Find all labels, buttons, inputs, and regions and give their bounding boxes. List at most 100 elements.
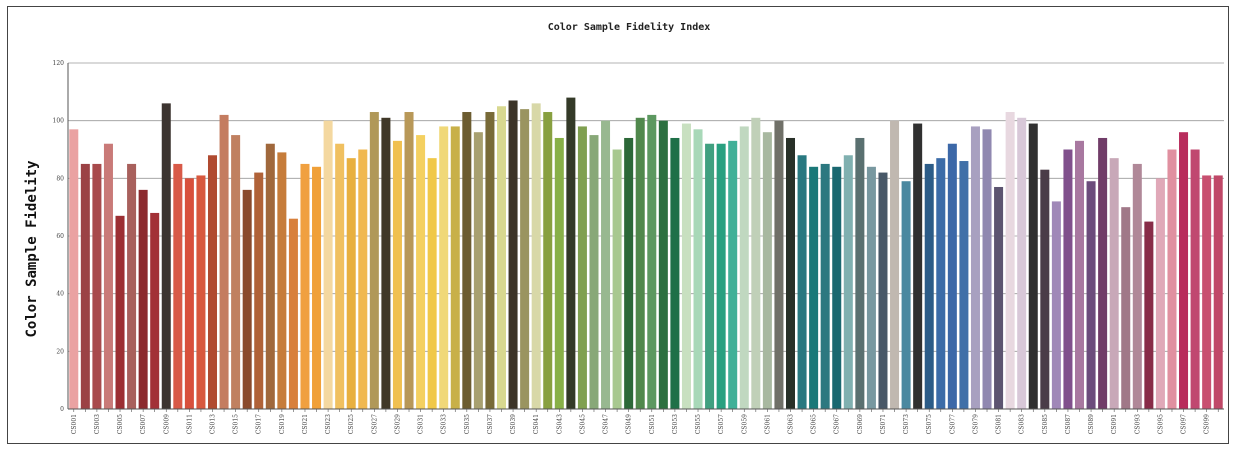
x-tick-label: CS053 [672, 414, 679, 434]
x-tick-label: CS011 [186, 414, 193, 434]
bar [103, 143, 113, 409]
bar [970, 126, 980, 409]
bar [369, 112, 379, 410]
bar [913, 123, 923, 410]
bar [959, 161, 969, 409]
y-tick-label: 20 [56, 348, 64, 355]
bar [1144, 221, 1154, 409]
bar [1098, 137, 1108, 409]
x-tick-label: CS077 [949, 414, 956, 434]
x-tick-label: CS081 [996, 414, 1003, 434]
chart-title: Color Sample Fidelity Index [548, 21, 711, 33]
bar [485, 112, 495, 410]
bar [207, 155, 218, 409]
bar [901, 181, 911, 409]
bar [1109, 158, 1119, 409]
x-tick-label: CS027 [371, 414, 378, 434]
bar [196, 175, 206, 409]
x-tick-label: CS099 [1204, 414, 1211, 434]
x-tick-label: CS069 [857, 414, 864, 434]
bar [624, 137, 634, 409]
bar [416, 135, 426, 410]
bar [785, 137, 796, 409]
bar [1005, 112, 1015, 410]
bar [601, 120, 611, 410]
bar [1040, 169, 1050, 409]
x-tick-label: CS085 [1042, 414, 1049, 434]
bar [739, 126, 749, 409]
bar [832, 166, 842, 409]
bar [1074, 140, 1085, 409]
bar [716, 143, 726, 409]
bar [161, 103, 171, 409]
x-tick-label: CS057 [718, 414, 725, 434]
x-tick-label: CS035 [464, 414, 471, 434]
x-tick-label: CS063 [788, 414, 795, 434]
bar [1051, 201, 1061, 409]
x-tick-label: CS031 [418, 414, 425, 434]
x-tick-label: CS071 [880, 414, 887, 434]
x-tick-label: CS023 [325, 414, 332, 434]
bar [115, 215, 125, 409]
x-tick-label: CS015 [233, 414, 240, 434]
bar [924, 163, 934, 409]
bar [728, 140, 738, 409]
bar [866, 166, 876, 409]
x-tick-label: CS073 [903, 414, 910, 434]
x-tick-label: CS019 [279, 414, 286, 434]
bar [1063, 149, 1073, 409]
x-tick-label: CS039 [510, 414, 517, 434]
bar [1179, 132, 1189, 409]
bar [762, 132, 772, 409]
bar [751, 117, 761, 410]
bar [1132, 163, 1142, 409]
bar [381, 117, 391, 410]
bar [1167, 149, 1177, 409]
x-tick-label: CS001 [71, 414, 78, 434]
x-tick-label: CS091 [1111, 414, 1118, 434]
x-tick-label: CS005 [117, 414, 124, 434]
bar [612, 149, 622, 409]
bar [705, 143, 715, 409]
bar [936, 158, 946, 409]
bar [878, 172, 888, 409]
bar [809, 166, 819, 409]
bar [335, 143, 345, 409]
x-tick-label: CS075 [926, 414, 933, 434]
bar [843, 155, 853, 409]
x-tick-label: CS041 [533, 414, 540, 434]
bar [508, 100, 518, 409]
bar [173, 163, 183, 409]
bar [566, 97, 576, 409]
bar [358, 149, 368, 409]
x-tick-label: CS045 [579, 414, 586, 434]
bar [994, 186, 1004, 409]
bar [855, 137, 865, 409]
x-tick-label: CS029 [394, 414, 401, 434]
x-tick-label: CS009 [163, 414, 170, 434]
bars [69, 97, 1223, 410]
bar [554, 137, 564, 409]
x-tick-label: CS065 [811, 414, 818, 434]
grid-lines [68, 62, 1224, 352]
bar [323, 120, 333, 410]
x-tick-label: CS021 [302, 414, 309, 434]
bar [820, 163, 830, 409]
y-tick-label: 80 [56, 175, 64, 182]
y-tick-label: 40 [56, 291, 64, 298]
y-tick-labels: 0 20 40 60 80 100 120 [53, 60, 65, 413]
bar [890, 120, 900, 410]
bar [219, 114, 229, 410]
x-tick-label: CS067 [834, 414, 841, 434]
y-tick-label: 60 [56, 233, 64, 240]
x-tick-label: CS049 [626, 414, 633, 434]
bar [693, 129, 703, 410]
x-tick-label: CS089 [1088, 414, 1095, 434]
bar [520, 109, 530, 409]
x-tick-label: CS017 [256, 414, 263, 434]
bar [982, 129, 992, 410]
x-tick-label: CS079 [972, 414, 979, 434]
x-tick-label: CS007 [140, 414, 147, 434]
bar [69, 129, 79, 410]
bar [797, 155, 807, 409]
